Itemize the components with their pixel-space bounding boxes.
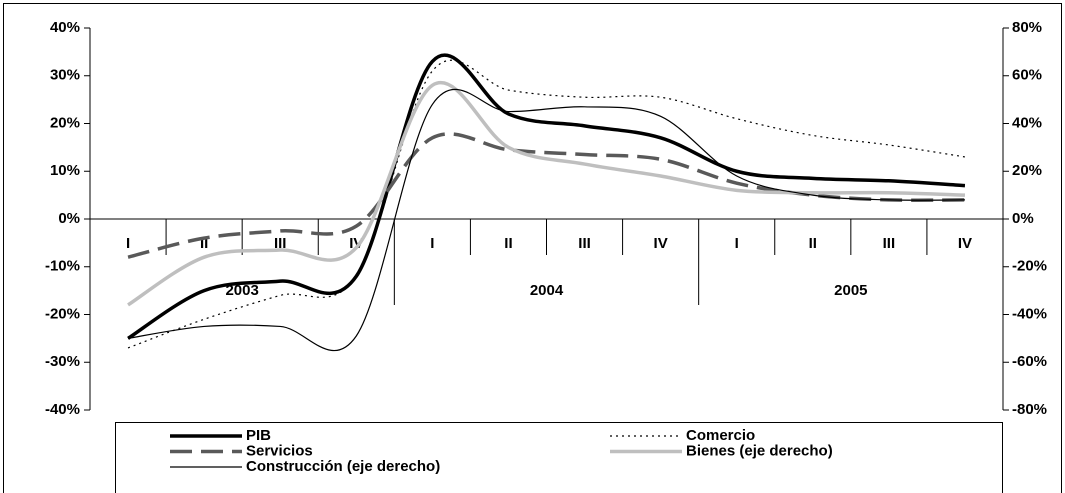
chart-frame xyxy=(3,3,1062,493)
y-tick-label: -30% xyxy=(45,353,80,370)
y-tick-label: 30% xyxy=(50,67,80,84)
x-tick-label: I xyxy=(126,235,130,252)
y-tick-label: 10% xyxy=(50,162,80,179)
x-tick-label: II xyxy=(809,235,817,252)
y-tick-label: -20% xyxy=(45,305,80,322)
y-tick-label: -40% xyxy=(45,401,80,418)
series-line xyxy=(127,59,966,349)
y2-tick-label: -40% xyxy=(1012,305,1047,322)
legend-box xyxy=(115,422,1003,493)
year-label: 2003 xyxy=(225,282,258,299)
x-tick-label: I xyxy=(430,235,434,252)
series-line xyxy=(127,88,965,351)
x-tick-label: II xyxy=(504,235,512,252)
legend-label: Comercio xyxy=(686,427,755,444)
legend-label: Servicios xyxy=(246,442,313,459)
year-label: 2005 xyxy=(834,282,867,299)
year-label: 2004 xyxy=(530,282,564,299)
y2-tick-label: 40% xyxy=(1012,114,1042,131)
series-line xyxy=(127,81,966,307)
x-tick-label: III xyxy=(274,235,287,252)
y2-tick-label: 20% xyxy=(1012,162,1042,179)
y2-tick-label: -80% xyxy=(1012,401,1047,418)
series-line xyxy=(127,53,966,340)
y2-tick-label: -60% xyxy=(1012,353,1047,370)
x-tick-label: II xyxy=(200,235,208,252)
x-tick-label: IV xyxy=(349,235,363,252)
y2-tick-label: -20% xyxy=(1012,258,1047,275)
series-line xyxy=(127,132,965,259)
x-tick-label: I xyxy=(735,235,739,252)
y-tick-label: 0% xyxy=(58,210,80,227)
x-tick-label: III xyxy=(883,235,896,252)
legend-label: Construcción (eje derecho) xyxy=(246,458,440,475)
legend-label: PIB xyxy=(246,427,271,444)
x-tick-label: IV xyxy=(958,235,972,252)
y2-tick-label: 60% xyxy=(1012,67,1042,84)
x-tick-label: III xyxy=(578,235,591,252)
y-tick-label: 20% xyxy=(50,114,80,131)
legend-label: Bienes (eje derecho) xyxy=(686,442,833,459)
y2-tick-label: 0% xyxy=(1012,210,1034,227)
y2-tick-label: 80% xyxy=(1012,19,1042,36)
y-tick-label: 40% xyxy=(50,19,80,36)
y-tick-label: -10% xyxy=(45,258,80,275)
x-tick-label: IV xyxy=(654,235,668,252)
